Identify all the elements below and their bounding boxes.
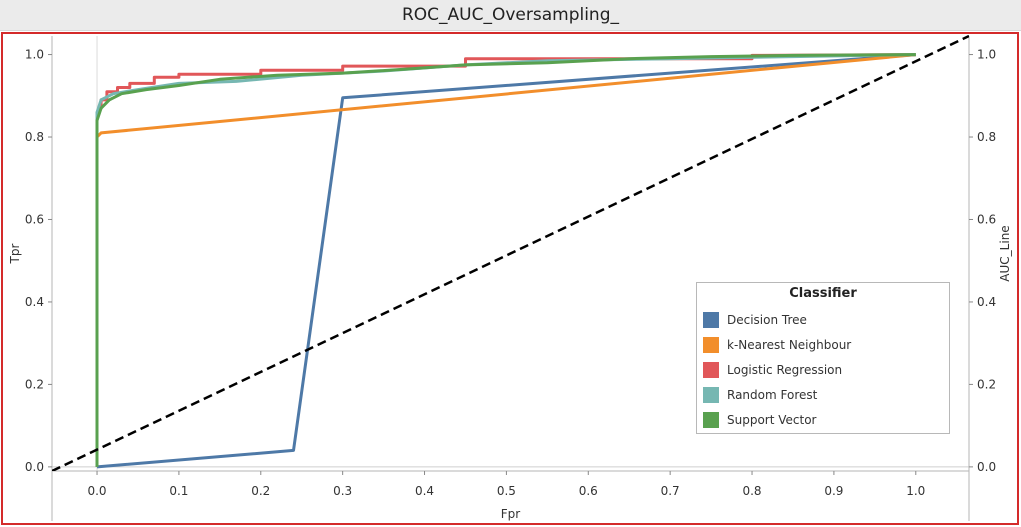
x-tick-label: 0.0 <box>87 484 106 498</box>
x-tick-label: 0.1 <box>169 484 188 498</box>
legend-swatch <box>703 386 719 403</box>
y-axis-title: Tpr <box>8 243 22 264</box>
legend-label: Decision Tree <box>727 312 807 327</box>
series-layer <box>52 34 969 471</box>
x-tick-label: 0.6 <box>579 484 598 498</box>
legend-item: Logistic Regression <box>697 357 949 382</box>
series-line-support-vector <box>95 53 916 467</box>
series-line-auc-line <box>52 34 969 471</box>
y-tick-label: 0.8 <box>25 130 44 144</box>
x-tick-label: 1.0 <box>906 484 925 498</box>
legend-item: Random Forest <box>697 382 949 407</box>
legend-swatch <box>703 411 719 428</box>
y2-tick-label: 0.2 <box>977 377 996 391</box>
series-line-decision-tree <box>96 53 916 469</box>
y2-tick-label: 0.0 <box>977 460 996 474</box>
x-tick-label: 0.7 <box>661 484 680 498</box>
legend: Classifier Decision Tree k-Nearest Neighb… <box>696 282 950 434</box>
legend-swatch <box>703 311 719 328</box>
y-tick-label: 0.6 <box>25 212 44 226</box>
y-tick-label: 0.0 <box>25 460 44 474</box>
chart-title: ROC_AUC_Oversampling_ <box>0 0 1021 31</box>
legend-label: Random Forest <box>727 387 818 402</box>
axis-layer: 0.0 0.1 0.2 0.3 0.4 0.5 0.6 0.7 0.8 0.9 1.0 0.0 0.0 0… <box>25 36 996 521</box>
legend-item: Decision Tree <box>697 307 949 332</box>
x-tick-label: 0.5 <box>497 484 516 498</box>
legend-label: Logistic Regression <box>727 362 843 377</box>
y-tick-label: 1.0 <box>25 48 44 62</box>
chart-frame: 0.0 0.1 0.2 0.3 0.4 0.5 0.6 0.7 0.8 0.9 1.0 0.0 0.0 0… <box>1 32 1019 525</box>
legend-title: Classifier <box>789 286 857 301</box>
y2-axis-title: AUC_Line <box>998 225 1012 281</box>
legend-swatch <box>703 361 719 378</box>
y-tick-label: 0.4 <box>25 295 44 309</box>
x-tick-label: 0.4 <box>415 484 434 498</box>
x-axis-title: Fpr <box>501 507 521 521</box>
y-tick-label: 0.2 <box>25 377 44 391</box>
legend-item: Support Vector <box>697 407 949 432</box>
x-tick-label: 0.8 <box>742 484 761 498</box>
y2-tick-label: 0.4 <box>977 295 996 309</box>
x-tick-label: 0.2 <box>251 484 270 498</box>
y2-tick-label: 1.0 <box>977 48 996 62</box>
y2-tick-label: 0.8 <box>977 130 996 144</box>
x-tick-label: 0.9 <box>824 484 843 498</box>
legend-label: Support Vector <box>727 412 817 427</box>
roc-chart: 0.0 0.1 0.2 0.3 0.4 0.5 0.6 0.7 0.8 0.9 1.0 0.0 0.0 0… <box>8 34 1012 521</box>
legend-item: k-Nearest Neighbour <box>697 332 949 357</box>
legend-label: k-Nearest Neighbour <box>727 337 852 352</box>
legend-swatch <box>703 336 719 353</box>
x-tick-label: 0.3 <box>333 484 352 498</box>
y2-tick-label: 0.6 <box>977 212 996 226</box>
